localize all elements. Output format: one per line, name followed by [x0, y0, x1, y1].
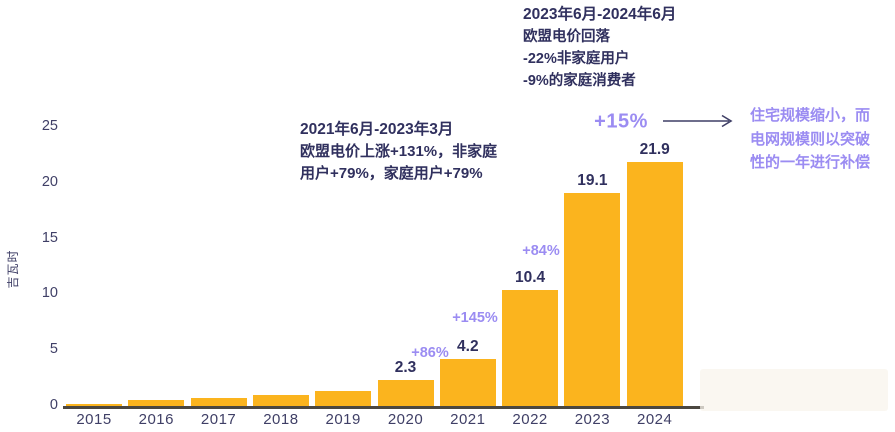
x-tick-label: 2015 — [76, 411, 112, 428]
bar-2017 — [190, 398, 247, 406]
x-tick-label: 2019 — [325, 411, 361, 428]
x-tick-label: 2023 — [574, 411, 611, 428]
x-axis-baseline — [63, 406, 704, 409]
annotation-period-2021-line: 欧盟电价上涨+131%，非家庭 — [300, 143, 498, 160]
growth-label: +15% — [594, 110, 648, 133]
bar-2021 — [439, 359, 496, 406]
bar-2018 — [252, 394, 309, 406]
x-tick-label: 2024 — [637, 411, 673, 428]
bar-value-label: 19.1 — [577, 171, 608, 189]
growth-label: +86% — [411, 345, 449, 361]
bar-2015 — [66, 403, 122, 406]
bar-2019 — [315, 391, 372, 406]
arrow-right-icon — [661, 113, 739, 129]
watermark-artifact — [700, 369, 888, 411]
annotation-period-2023-line: -22%非家庭用户 — [523, 51, 630, 67]
annotation-period-2023-line: 欧盟电价回落 — [523, 29, 610, 45]
annotation-side-note-line: 住宅规模缩小，而 — [750, 107, 871, 124]
y-axis-title: 吉瓦时 — [6, 249, 20, 289]
x-tick-label: 2017 — [200, 411, 237, 428]
annotation-period-2023: 2023年6月-2024年6月 欧盟电价回落 -22%非家庭用户 -9%的家庭消… — [523, 4, 676, 92]
y-tick-label: 10 — [41, 285, 58, 302]
annotation-period-2023-line: -9%的家庭消费者 — [523, 73, 636, 89]
y-tick-label: 25 — [41, 118, 58, 134]
bar-value-label: 2.3 — [394, 359, 417, 377]
bar-2020 — [377, 380, 434, 406]
bar-2024 — [626, 161, 683, 406]
y-tick-label: 15 — [41, 229, 58, 246]
x-tick-label: 2021 — [450, 411, 486, 428]
annotation-period-2021-title: 2021年6月-2023年3月 — [300, 121, 454, 138]
x-tick-label: 2016 — [138, 411, 174, 428]
annotation-period-2021: 2021年6月-2023年3月 欧盟电价上涨+131%，非家庭 用户+79%，家… — [300, 119, 497, 185]
bar-value-label: 21.9 — [639, 140, 670, 158]
annotation-period-2023-title: 2023年6月-2024年6月 — [523, 6, 677, 23]
growth-label: +84% — [522, 243, 560, 259]
bar-value-label: 4.2 — [457, 338, 479, 356]
y-tick-label: 20 — [41, 173, 58, 190]
annotation-side-note-line: 性的一年进行补偿 — [750, 154, 871, 171]
bar-2022 — [502, 289, 559, 406]
annotation-side-note-line: 电网规模则以突破 — [750, 130, 871, 148]
y-tick-label: 5 — [49, 341, 58, 358]
annotation-period-2021-line: 用户+79%，家庭用户+79% — [300, 165, 483, 182]
bar-2016 — [128, 400, 185, 406]
x-tick-label: 2022 — [512, 411, 548, 428]
bar-value-label: 10.4 — [515, 268, 546, 286]
growth-label: +145% — [452, 310, 498, 326]
annotation-side-note: 住宅规模缩小，而 电网规模则以突破 性的一年进行补偿 — [750, 104, 870, 175]
bar-2023 — [564, 192, 621, 406]
x-tick-label: 2020 — [387, 411, 424, 428]
x-tick-label: 2018 — [263, 411, 299, 428]
y-tick-label: 0 — [49, 397, 58, 413]
